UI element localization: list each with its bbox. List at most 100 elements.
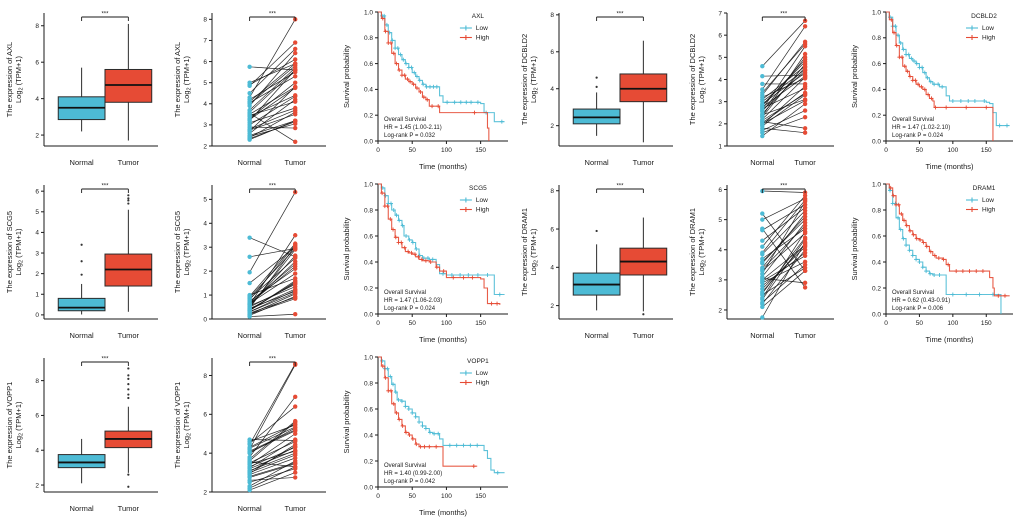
- annotation-line: Overall Survival: [892, 290, 934, 296]
- panel-axl-survival: 0.0 0.2 0.4 0.6 0.8 1.0 0 50 100 150 Time (months)…: [338, 0, 515, 172]
- outlier-point: [127, 396, 130, 400]
- pair-lines: [249, 19, 296, 143]
- y-tick-label: 3: [203, 245, 207, 252]
- svg-text:Log2 (TPM+1): Log2 (TPM+1): [14, 401, 25, 449]
- category-label: Tumor: [794, 158, 816, 167]
- category-label: Tumor: [794, 331, 816, 340]
- x-tick-label: 50: [916, 320, 924, 327]
- annotation-line: HR = 1.45 (1.00-2.11): [384, 125, 442, 131]
- box-tumor: [619, 217, 668, 316]
- significance-label: ***: [616, 184, 624, 190]
- pair-lines: [249, 192, 296, 317]
- svg-text:Log2 (TPM+1): Log2 (TPM+1): [529, 55, 540, 103]
- tumor-points: [293, 361, 298, 480]
- svg-text:Log2 (TPM+1): Log2 (TPM+1): [182, 401, 193, 449]
- x-tick-label: 0: [884, 147, 888, 154]
- significance-label: ***: [269, 357, 277, 363]
- significance-label: ***: [269, 184, 277, 190]
- y-tick-label: 6: [718, 32, 722, 39]
- outlier-point: [127, 199, 130, 202]
- censor-marks-low: [888, 15, 1009, 128]
- panel-dram1-paired: 2 3 4 5 6 The expression of DRAM1 Log2 (TPM+1)…: [683, 172, 846, 345]
- survival-curve-high: [378, 183, 501, 305]
- y-tick-label: 4: [35, 230, 39, 237]
- y-tick-label: 2: [203, 268, 207, 275]
- panel-axl-boxplot: 2 4 6 8 The expression of AXL Log2 (TPM+1) Nor…: [0, 0, 168, 172]
- legend-label-high: High: [982, 35, 996, 42]
- axes: 0 1 2 3 4 5 6: [35, 185, 158, 320]
- y-tick-label: 4: [203, 450, 207, 457]
- category-label: Normal: [238, 504, 263, 513]
- outlier-point: [127, 393, 130, 396]
- outlier-point: [127, 197, 130, 200]
- outlier-point: [80, 243, 83, 246]
- x-axis-label: Time (months): [925, 335, 974, 344]
- y-tick-label: 1: [203, 292, 207, 299]
- outlier-point: [127, 383, 130, 386]
- y-axis-gene-label: The expression of DCBLD2: [688, 34, 697, 125]
- y-tick-label: 1.0: [872, 181, 881, 188]
- y-tick-label: 6: [203, 59, 207, 66]
- svg-text:Log2 (TPM+1): Log2 (TPM+1): [697, 228, 708, 276]
- y-axis-gene-label: The expression of SCG5: [5, 211, 14, 293]
- y-tick-label: 3: [718, 99, 722, 106]
- legend-label-high: High: [476, 380, 490, 387]
- y-tick-label: 0.2: [872, 285, 881, 292]
- normal-points: [247, 64, 252, 142]
- significance-bracket: ***: [596, 184, 644, 193]
- tumor-points: [802, 190, 808, 290]
- normal-points: [760, 188, 765, 320]
- y-tick-label: 2: [718, 307, 722, 314]
- axes: 2 4 6 8: [550, 185, 673, 320]
- significance-label: ***: [101, 357, 109, 363]
- axes: 2 3 4 5 6: [718, 185, 834, 320]
- x-axis-label: Time (months): [925, 162, 974, 171]
- legend-title: DCBLD2: [971, 13, 997, 20]
- y-tick-label: 4: [35, 448, 39, 455]
- outlier-point: [80, 273, 83, 276]
- annotation-line: Overall Survival: [384, 463, 426, 469]
- y-tick-label: 8: [550, 188, 554, 195]
- annotation-line: Log-rank P = 0.024: [892, 133, 944, 139]
- annotation-line: Log-rank P = 0.006: [892, 306, 944, 312]
- y-tick-label: 0.4: [872, 259, 881, 266]
- outlier-point: [127, 473, 130, 476]
- box-normal: [57, 438, 106, 484]
- y-tick-label: 1.0: [872, 9, 881, 16]
- significance-label: ***: [101, 184, 109, 190]
- legend-label-low: Low: [476, 197, 488, 204]
- y-tick-label: 1: [718, 143, 722, 150]
- axes: 2 4 6 8: [35, 358, 158, 493]
- svg-text:Log2 (TPM+1): Log2 (TPM+1): [14, 55, 25, 103]
- outlier-point: [595, 229, 598, 233]
- outlier-point: [127, 377, 130, 380]
- y-tick-label: 5: [718, 55, 722, 62]
- pair-lines: [249, 363, 296, 491]
- axes: 0.0 0.2 0.4 0.6 0.8 1.0: [872, 181, 1013, 318]
- annotation-line: Log-rank P = 0.024: [384, 306, 436, 312]
- significance-label: ***: [616, 12, 624, 18]
- panel-vopp1-paired: 2 4 6 8 The expression of VOPP1 Log2 (TPM+1) N…: [168, 345, 338, 518]
- y-axis-label: Survival probability: [342, 390, 351, 453]
- y-tick-label: 1.0: [364, 354, 373, 361]
- y-tick-label: 0.2: [364, 458, 373, 465]
- category-label: Normal: [70, 158, 95, 167]
- x-axis-label: Time (months): [419, 162, 468, 171]
- category-label: Normal: [70, 331, 95, 340]
- y-axis-label: Survival probability: [850, 217, 859, 280]
- y-tick-label: 6: [718, 187, 722, 194]
- y-tick-label: 0.0: [364, 138, 373, 145]
- tumor-points: [293, 189, 298, 317]
- box-normal: [572, 229, 621, 311]
- legend: SCG5 Low High: [459, 185, 490, 214]
- y-tick-label: 5: [35, 209, 39, 216]
- y-tick-label: 4: [550, 265, 554, 272]
- y-tick-label: 2: [718, 121, 722, 128]
- panel-axl-paired: 2 3 4 5 6 7 8 The expression of AXL Log2 (TPM+1)…: [168, 0, 338, 172]
- censor-marks-high: [889, 17, 989, 110]
- outlier-point: [127, 202, 130, 205]
- y-tick-label: 8: [35, 23, 39, 30]
- category-label: Normal: [585, 331, 610, 340]
- annotation-line: HR = 1.47 (1.02-2.10): [892, 125, 950, 131]
- censor-marks-high: [380, 191, 500, 306]
